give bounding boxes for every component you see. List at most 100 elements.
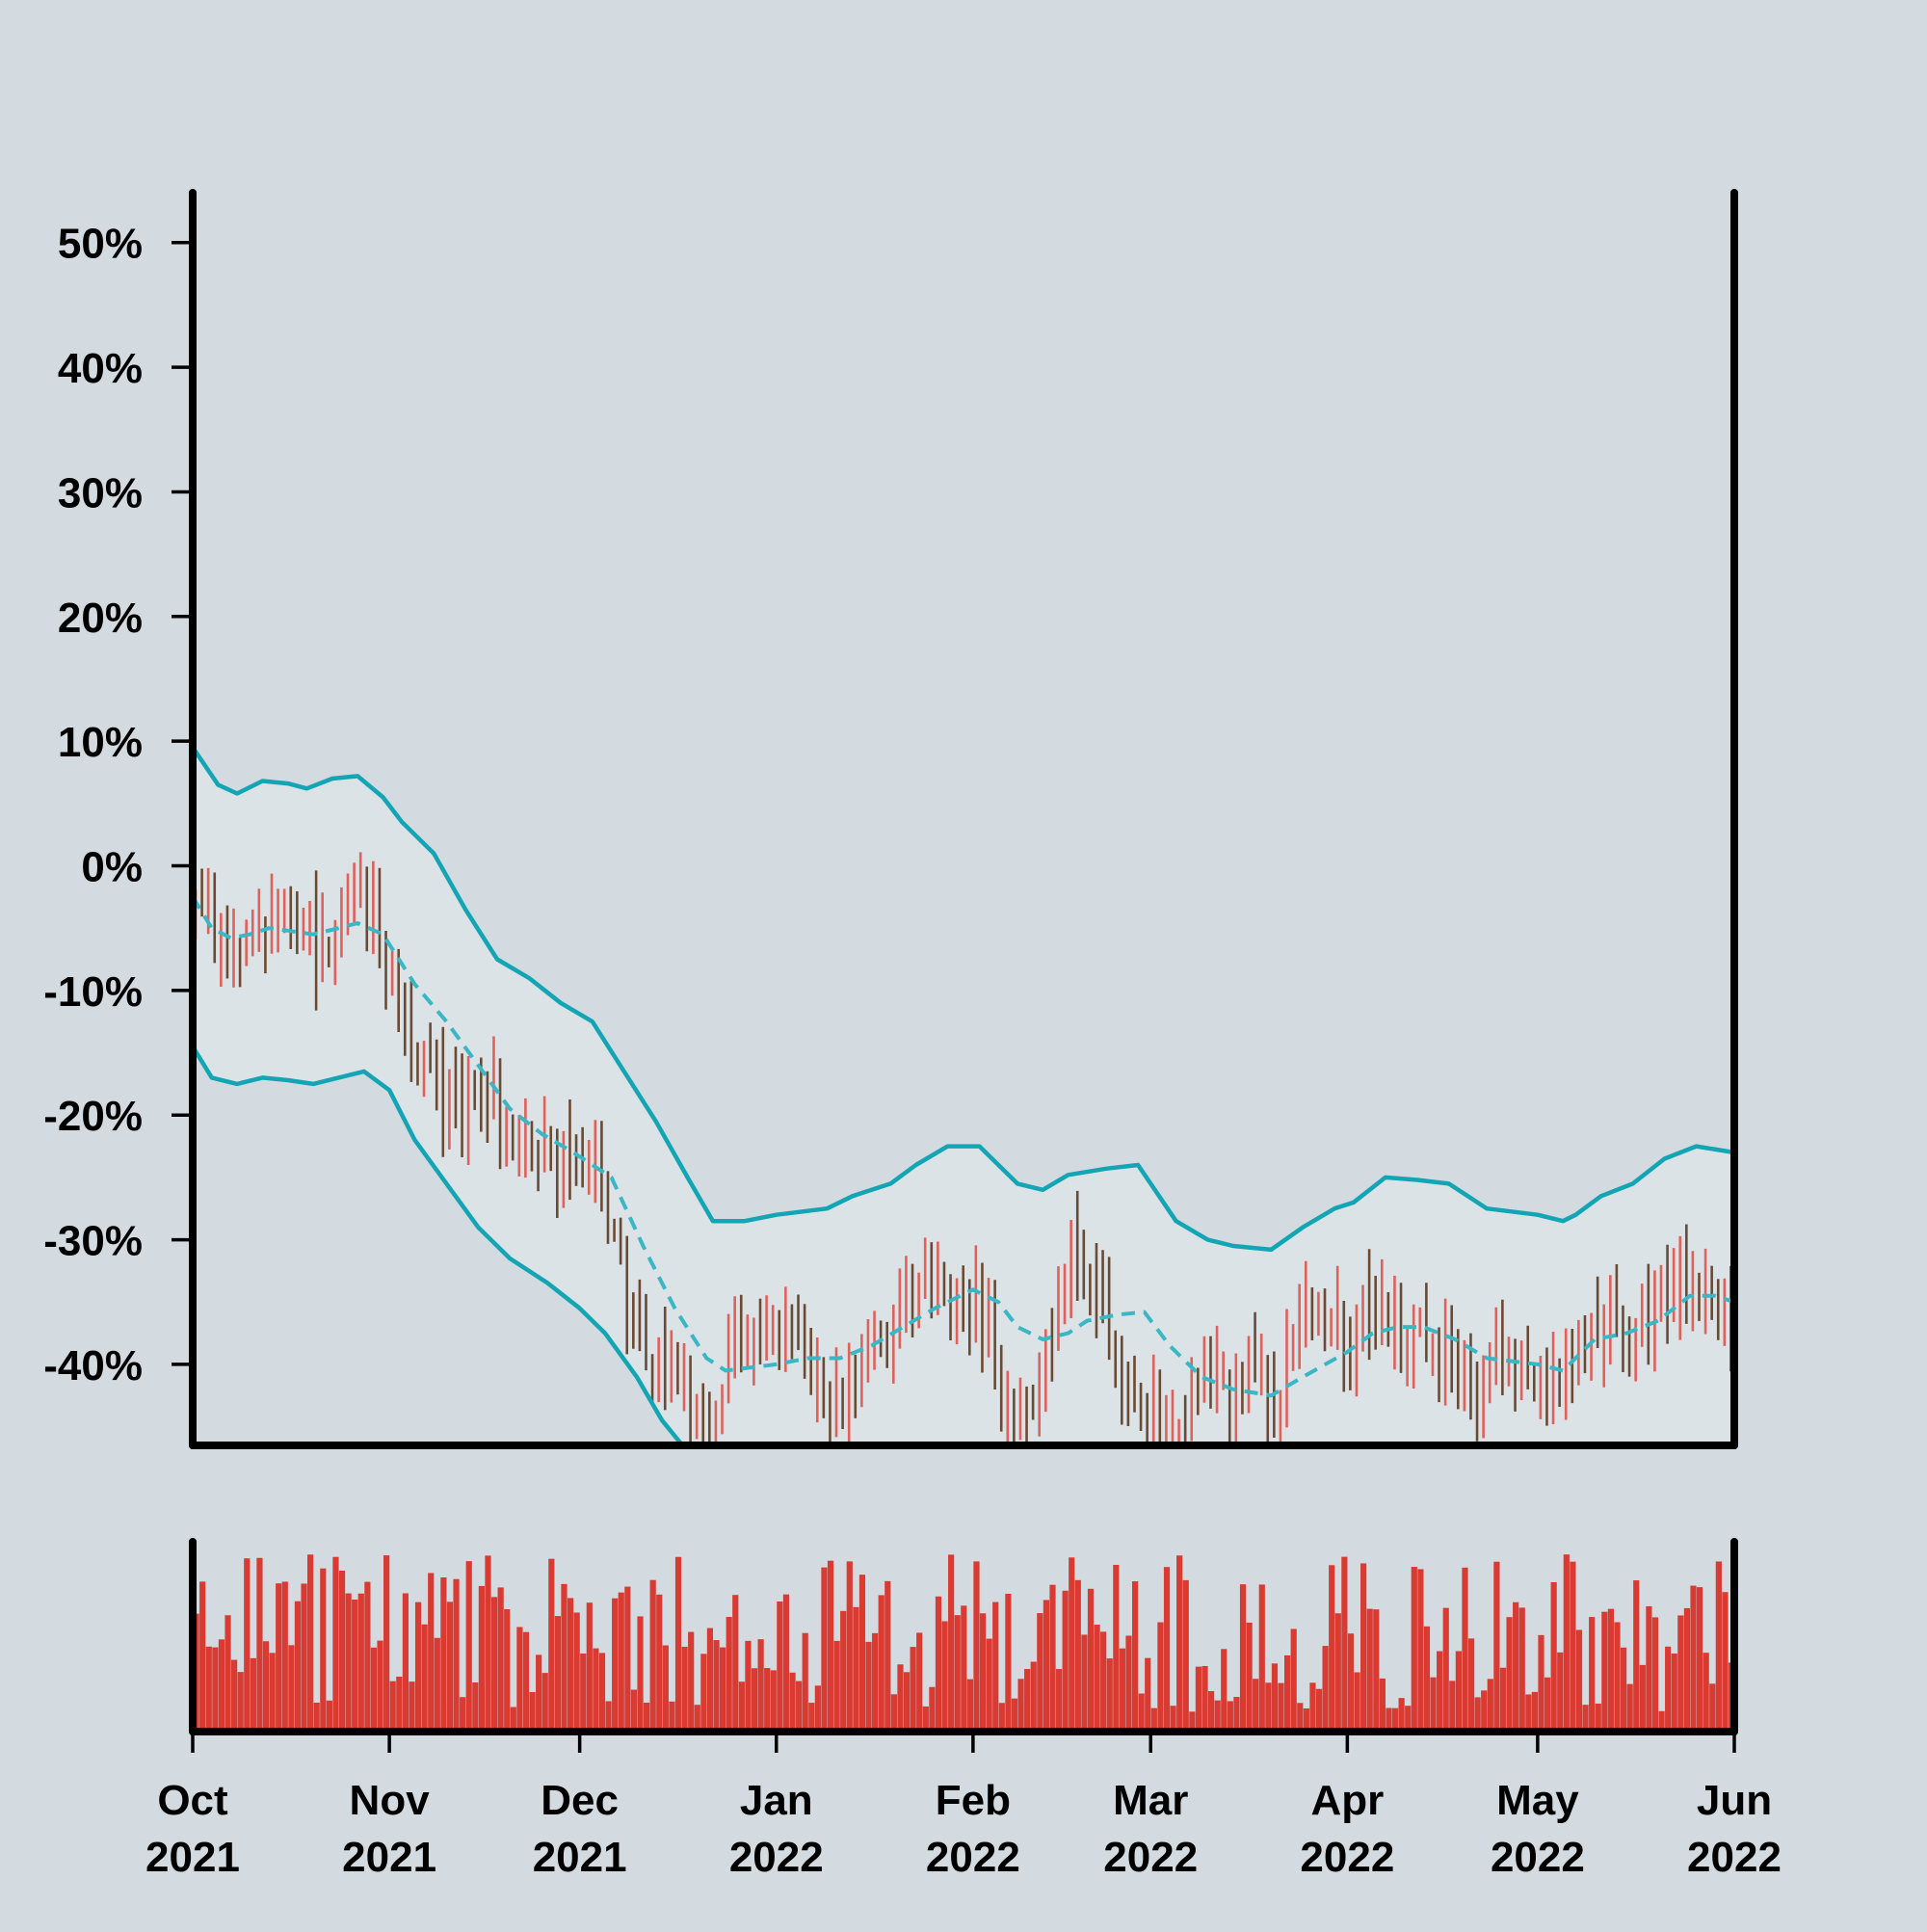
volume-bar — [751, 1668, 758, 1732]
volume-bar — [884, 1580, 891, 1732]
volume-bar — [872, 1632, 879, 1732]
volume-bar — [1386, 1707, 1392, 1732]
volume-bar — [281, 1581, 288, 1732]
volume-bar — [1506, 1617, 1513, 1732]
volume-bar — [288, 1645, 295, 1732]
volume-bar — [1709, 1683, 1716, 1732]
volume-bar — [656, 1594, 663, 1732]
volume-bar — [1322, 1646, 1329, 1732]
volume-bar — [554, 1616, 562, 1732]
volume-bar — [1062, 1590, 1069, 1732]
volume-bar — [1595, 1703, 1601, 1732]
volume-bar — [840, 1610, 847, 1732]
x-tick-label-month: Jan — [740, 1777, 813, 1824]
volume-bar — [1049, 1584, 1056, 1732]
volume-bar — [580, 1654, 587, 1732]
volume-bar — [1601, 1611, 1608, 1732]
volume-bar — [1246, 1622, 1253, 1732]
volume-bar — [757, 1639, 764, 1732]
volume-bar — [1493, 1561, 1500, 1732]
volume-bar — [700, 1654, 707, 1732]
volume-bar — [485, 1555, 491, 1732]
volume-bar — [1639, 1664, 1646, 1732]
volume-bar — [320, 1568, 327, 1732]
y-tick-label: -10% — [43, 968, 143, 1016]
y-tick-label: 0% — [81, 844, 143, 891]
volume-bar — [237, 1672, 244, 1732]
volume-bar — [1544, 1677, 1551, 1732]
x-tick-label-month: May — [1496, 1777, 1579, 1824]
volume-bar — [1170, 1706, 1176, 1732]
volume-bar — [1665, 1646, 1672, 1732]
volume-bar — [1633, 1580, 1640, 1732]
volume-bar — [916, 1632, 923, 1732]
volume-bar — [522, 1631, 530, 1732]
volume-bar — [1315, 1688, 1323, 1732]
volume-bar — [979, 1613, 987, 1732]
volume-bar — [865, 1641, 872, 1732]
volume-bar — [536, 1654, 542, 1732]
volume-bar — [674, 1556, 682, 1732]
volume-bar — [1620, 1647, 1627, 1732]
volume-bar — [1195, 1666, 1202, 1732]
volume-bar — [1405, 1706, 1412, 1732]
volume-bar — [1651, 1617, 1659, 1732]
volume-bar — [1513, 1601, 1519, 1732]
volume-bar — [961, 1605, 967, 1732]
volume-bar — [256, 1557, 263, 1732]
volume-bar — [1145, 1657, 1151, 1732]
volume-bar — [1696, 1587, 1703, 1732]
volume-bar — [598, 1653, 606, 1732]
volume-bar — [1043, 1600, 1050, 1732]
volume-bar — [1303, 1708, 1309, 1732]
volume-bar — [1189, 1711, 1196, 1732]
volume-bar — [1354, 1672, 1360, 1732]
volume-bar — [897, 1664, 904, 1732]
volume-bar — [720, 1647, 726, 1732]
volume-bar — [1138, 1693, 1145, 1732]
volume-bar — [516, 1627, 523, 1732]
volume-bar — [1037, 1613, 1043, 1732]
volume-bar — [1297, 1703, 1304, 1732]
volume-bar — [954, 1615, 961, 1732]
bollinger-middle-line — [193, 895, 1734, 1398]
volume-bar — [1589, 1617, 1596, 1732]
volume-bar — [986, 1638, 992, 1732]
volume-bar — [910, 1647, 916, 1732]
volume-bar — [301, 1583, 307, 1732]
volume-bar — [231, 1659, 238, 1732]
x-tick-label-year: 2021 — [533, 1834, 627, 1881]
volume-bar — [713, 1640, 720, 1732]
volume-bar — [276, 1583, 282, 1732]
volume-bar — [732, 1595, 739, 1732]
y-tick-label: 50% — [58, 221, 143, 268]
volume-bar — [1030, 1661, 1037, 1732]
volume-bar — [1069, 1557, 1075, 1732]
volume-bar — [1715, 1561, 1722, 1732]
volume-bar — [364, 1581, 371, 1732]
volume-bar — [1607, 1608, 1615, 1732]
volume-bar — [966, 1679, 973, 1732]
volume-bar — [1677, 1615, 1684, 1732]
volume-bar — [878, 1595, 884, 1732]
volume-bar — [199, 1581, 206, 1732]
volume-bar — [694, 1705, 700, 1732]
volume-bar — [414, 1601, 422, 1732]
price-plot-area — [193, 746, 1734, 1445]
volume-bar — [1690, 1585, 1697, 1732]
volume-bar — [1087, 1588, 1095, 1732]
y-tick-label: 30% — [58, 469, 143, 516]
volume-bar — [573, 1612, 580, 1732]
volume-bar — [205, 1646, 212, 1732]
volume-bar — [1290, 1628, 1297, 1732]
volume-bar — [688, 1631, 695, 1732]
volume-bar — [858, 1575, 866, 1732]
volume-bar — [1449, 1681, 1456, 1732]
volume-bars — [193, 1554, 1735, 1732]
volume-bar — [561, 1583, 568, 1732]
volume-bar — [821, 1567, 828, 1732]
volume-bar — [377, 1640, 383, 1732]
volume-bar — [612, 1598, 619, 1732]
x-tick-label-year: 2021 — [145, 1834, 240, 1881]
